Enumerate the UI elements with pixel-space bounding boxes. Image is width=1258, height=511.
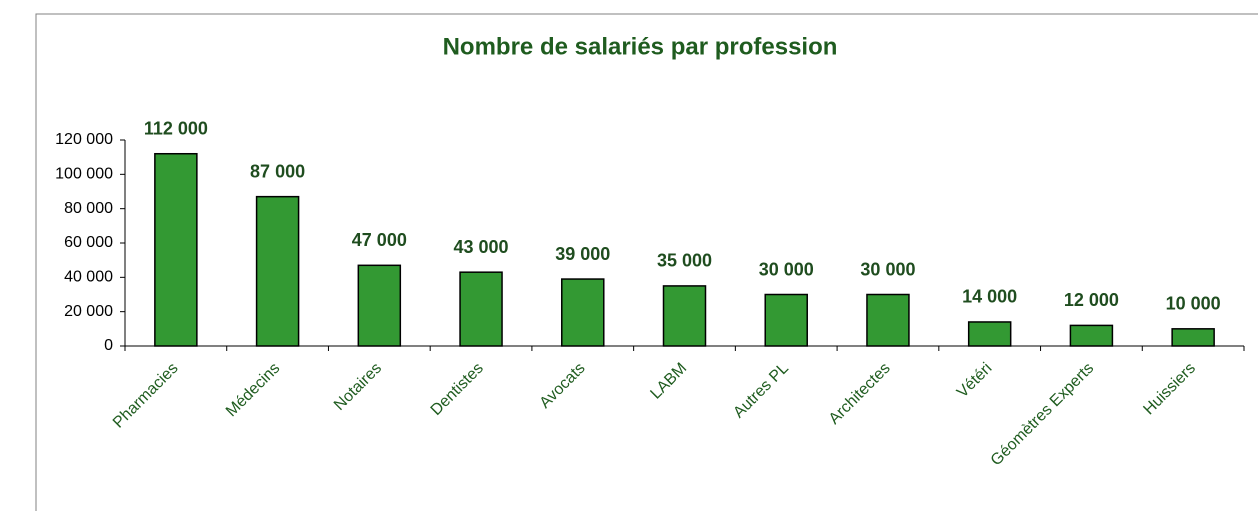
y-tick-label: 40 000: [64, 269, 113, 286]
value-label: 87 000: [250, 161, 305, 181]
bar: [866, 293, 910, 347]
bar: [357, 264, 402, 347]
value-label: 112 000: [144, 118, 208, 138]
value-label: 30 000: [860, 259, 915, 279]
value-label: 39 000: [555, 244, 610, 264]
value-label: 35 000: [657, 251, 712, 271]
bar: [255, 195, 300, 347]
chart-frame: [35, 13, 1258, 511]
chart-title: Nombre de salariés par profession: [443, 33, 838, 60]
bar: [154, 152, 198, 347]
y-tick-label: 80 000: [64, 200, 113, 217]
bar: [764, 293, 808, 347]
y-tick-label: 60 000: [64, 234, 113, 251]
bar: [967, 321, 1012, 347]
value-label: 10 000: [1166, 294, 1221, 314]
value-label: 47 000: [352, 230, 407, 250]
y-tick-label: 20 000: [64, 303, 113, 320]
bar: [662, 285, 707, 347]
bar: [1069, 324, 1114, 347]
value-label: 14 000: [962, 287, 1017, 307]
bar: [1171, 328, 1215, 347]
y-tick-label: 120 000: [55, 131, 113, 148]
bar: [459, 271, 503, 347]
y-tick-label: 100 000: [55, 166, 113, 183]
value-label: 30 000: [759, 259, 814, 279]
y-tick-label: 0: [104, 337, 113, 354]
value-label: 12 000: [1064, 290, 1119, 310]
value-label: 43 000: [454, 237, 509, 257]
bar: [561, 278, 605, 347]
